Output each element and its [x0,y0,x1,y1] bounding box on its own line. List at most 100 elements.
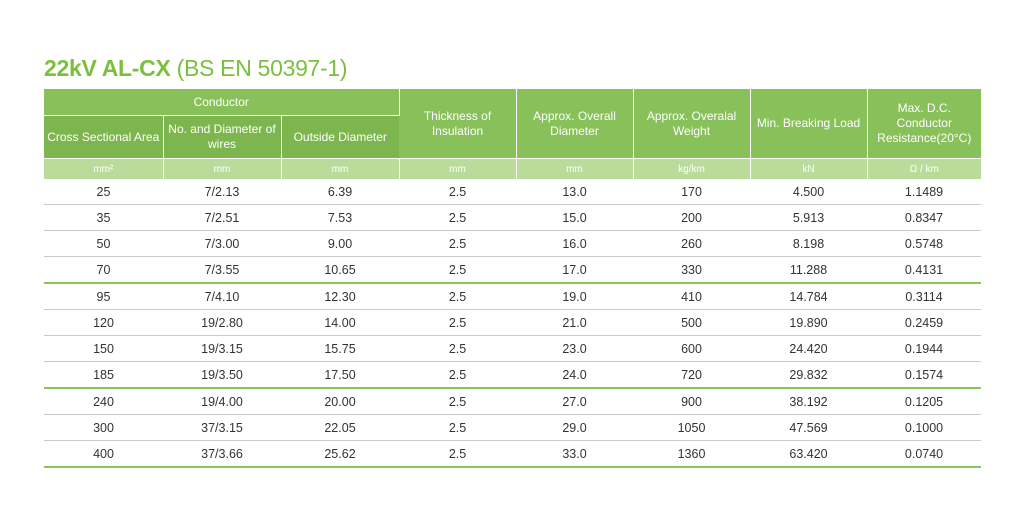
table-cell: 50 [44,230,163,257]
table-cell: 0.1944 [867,335,982,362]
col-header-thickness: Thickness of Insulation [399,89,517,159]
table-cell: 29.832 [750,361,868,389]
col-header-resistance: Max. D.C. Conductor Resistance(20°C) [867,89,982,159]
table-cell: 2.5 [399,179,517,205]
table-cell: 11.288 [750,256,868,284]
table-cell: 2.5 [399,309,517,336]
table-cell: 400 [44,440,163,468]
table-cell: 300 [44,414,163,441]
table-cell: 12.30 [281,283,400,310]
table-cell: 600 [633,335,751,362]
table-cell: 27.0 [516,388,634,415]
table-cell: 900 [633,388,751,415]
table-row: 35 7/2.51 7.53 2.5 15.0 200 5.913 0.8347 [44,204,982,231]
table-cell: 5.913 [750,204,868,231]
table-row: 50 7/3.00 9.00 2.5 16.0 260 8.198 0.5748 [44,230,982,257]
col-header-cross-section: Cross Sectional Area [44,115,164,159]
table-cell: 14.00 [281,309,400,336]
table-cell: 70 [44,256,163,284]
table-cell: 95 [44,283,163,310]
col-header-outside-diameter: Outside Diameter [281,115,400,159]
table-row: 25 7/2.13 6.39 2.5 13.0 170 4.500 1.1489 [44,179,982,205]
table-cell: 19.0 [516,283,634,310]
table-cell: 8.198 [750,230,868,257]
table-cell: 330 [633,256,751,284]
table-cell: 2.5 [399,414,517,441]
col-header-breaking-load: Min. Breaking Load [750,89,868,159]
col-header-weight: Approx. Overalal Weight [633,89,751,159]
table-cell: 37/3.66 [163,440,281,468]
table-cell: 1360 [633,440,751,468]
table-cell: 25 [44,179,163,205]
table-cell: 260 [633,230,751,257]
table-cell: 2.5 [399,361,517,389]
table-cell: 29.0 [516,414,634,441]
table-cell: 38.192 [750,388,868,415]
table-cell: 22.05 [281,414,400,441]
table-cell: 7/2.51 [163,204,281,231]
table-cell: 19.890 [750,309,868,336]
table-cell: 23.0 [516,335,634,362]
table-row: 300 37/3.15 22.05 2.5 29.0 1050 47.569 0.1000 [44,414,982,441]
table-cell: 15.75 [281,335,400,362]
table-cell: 0.0740 [867,440,982,468]
table-row: 150 19/3.15 15.75 2.5 23.0 600 24.420 0.1944 [44,335,982,362]
table-cell: 500 [633,309,751,336]
table-cell: 2.5 [399,256,517,284]
title-standard: (BS EN 50397-1) [170,55,348,81]
unit-cell: mm² [44,158,164,179]
table-cell: 1.1489 [867,179,982,205]
table-cell: 21.0 [516,309,634,336]
table-cell: 1050 [633,414,751,441]
unit-cell: kg/km [633,158,751,179]
table-cell: 0.2459 [867,309,982,336]
table-cell: 2.5 [399,283,517,310]
page-title: 22kV AL-CX (BS EN 50397-1) [44,55,348,82]
table-cell: 17.0 [516,256,634,284]
table-cell: 25.62 [281,440,400,468]
table-cell: 47.569 [750,414,868,441]
table-cell: 10.65 [281,256,400,284]
table-body: 25 7/2.13 6.39 2.5 13.0 170 4.500 1.1489 35 7/2.5… [44,179,982,468]
table-cell: 720 [633,361,751,389]
table-cell: 37/3.15 [163,414,281,441]
table-cell: 17.50 [281,361,400,389]
unit-cell: kN [750,158,868,179]
table-row: 400 37/3.66 25.62 2.5 33.0 1360 63.420 0.0740 [44,440,982,468]
table-cell: 24.420 [750,335,868,362]
table-cell: 7/2.13 [163,179,281,205]
table-cell: 2.5 [399,204,517,231]
table-cell: 7/3.55 [163,256,281,284]
table-row: 240 19/4.00 20.00 2.5 27.0 900 38.192 0.1205 [44,388,982,415]
table-cell: 2.5 [399,335,517,362]
cable-spec-table: Conductor Thickness of Insulation Approx… [44,89,982,468]
table-cell: 170 [633,179,751,205]
table-cell: 0.4131 [867,256,982,284]
table-cell: 19/2.80 [163,309,281,336]
table-cell: 14.784 [750,283,868,310]
table-cell: 16.0 [516,230,634,257]
table-cell: 0.1000 [867,414,982,441]
unit-cell: mm [399,158,517,179]
title-product: 22kV AL-CX [44,55,171,81]
unit-cell: mm [163,158,282,179]
table-cell: 19/4.00 [163,388,281,415]
table-cell: 7.53 [281,204,400,231]
col-header-wires: No. and Diameter of wires [163,115,282,159]
table-cell: 9.00 [281,230,400,257]
table-cell: 13.0 [516,179,634,205]
table-cell: 7/4.10 [163,283,281,310]
unit-cell: Ω / km [867,158,982,179]
table-cell: 0.5748 [867,230,982,257]
table-cell: 2.5 [399,388,517,415]
table-cell: 15.0 [516,204,634,231]
table-cell: 0.8347 [867,204,982,231]
table-cell: 0.1574 [867,361,982,389]
table-cell: 20.00 [281,388,400,415]
table-row: 70 7/3.55 10.65 2.5 17.0 330 11.288 0.4131 [44,256,982,284]
table-cell: 19/3.50 [163,361,281,389]
table-cell: 2.5 [399,440,517,468]
table-cell: 150 [44,335,163,362]
units-row: mm² mm mm mm mm kg/km kN Ω / km [44,158,982,179]
table-cell: 120 [44,309,163,336]
